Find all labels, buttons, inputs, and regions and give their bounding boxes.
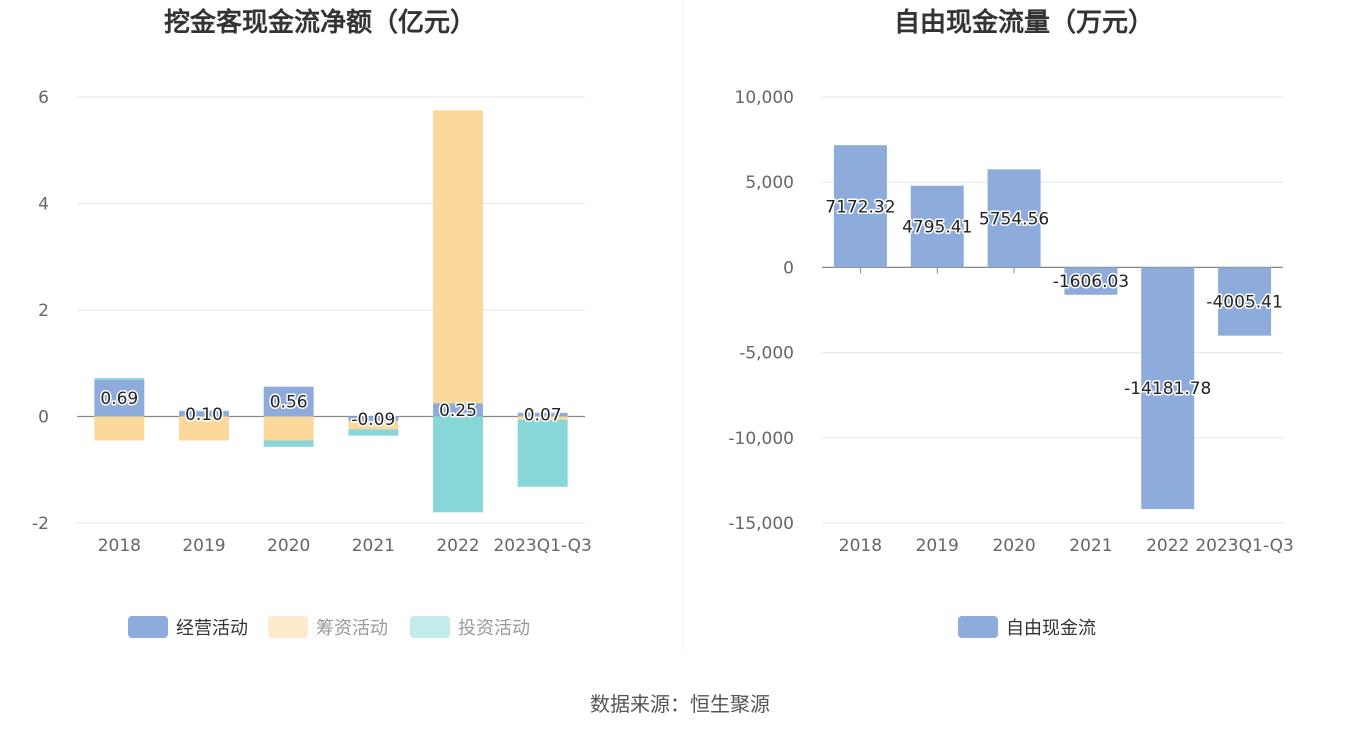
right-xtick-label: 2018 xyxy=(839,536,882,556)
left-legend-label: 筹资活动 xyxy=(316,618,388,639)
right-bar[interactable] xyxy=(910,185,964,268)
left-data-label: 0.10 xyxy=(185,405,223,425)
right-ytick-label: -10,000 xyxy=(728,429,794,449)
right-grid: -15,000 -10,000 -5,000 0 5,000 10,000 2018 2019… xyxy=(728,88,1293,556)
left-bars xyxy=(94,110,568,513)
left-data-label: -0.09 xyxy=(351,410,395,430)
left-legend-swatch xyxy=(128,616,168,638)
right-data-label: -4005.41 xyxy=(1206,293,1282,313)
left-data-label: 0.25 xyxy=(439,401,477,421)
left-ytick-label: 0 xyxy=(38,408,49,428)
left-bar[interactable] xyxy=(179,410,229,412)
left-data-label: 0.07 xyxy=(524,406,562,426)
right-xtick-label: 2021 xyxy=(1069,536,1112,556)
right-ytick-label: -15,000 xyxy=(728,514,794,534)
left-ytick-label: 6 xyxy=(38,88,49,108)
right-data-label: 5754.56 xyxy=(979,209,1049,229)
right-data-label: -1606.03 xyxy=(1053,272,1129,292)
right-ytick-label: -5,000 xyxy=(739,344,794,364)
left-bar[interactable] xyxy=(263,416,314,441)
left-bar[interactable] xyxy=(348,416,399,422)
right-legend-item[interactable]: 自由现金流 xyxy=(958,616,1096,639)
left-bar[interactable] xyxy=(433,416,483,513)
right-xtick-label: 2020 xyxy=(992,536,1035,556)
left-legend-swatch xyxy=(268,616,308,638)
left-bar[interactable] xyxy=(433,110,483,404)
data-source: 数据来源：恒生聚源 xyxy=(590,692,770,716)
left-ytick-label: 4 xyxy=(38,195,49,215)
left-legend-swatch xyxy=(410,616,450,638)
left-xtick-label: 2022 xyxy=(436,536,479,556)
left-bar[interactable] xyxy=(348,421,399,430)
right-bar[interactable] xyxy=(987,169,1041,268)
left-grid: -2 0 2 4 6 2018 2019 2020 2021 2022 2023Q1-Q3 xyxy=(32,88,592,556)
right-legend-swatch xyxy=(958,616,998,638)
right-data-label: -14181.78 xyxy=(1124,379,1211,399)
left-ytick-label: 2 xyxy=(38,301,49,321)
left-legend-label: 投资活动 xyxy=(458,618,530,639)
left-legend-item[interactable]: 投资活动 xyxy=(410,616,530,639)
left-bar[interactable] xyxy=(433,403,483,417)
left-ytick-label: -2 xyxy=(32,514,49,534)
right-legend[interactable]: 自由现金流 xyxy=(958,616,1096,639)
left-legend-label: 经营活动 xyxy=(176,618,248,639)
right-bars xyxy=(833,145,1272,510)
left-legend-item[interactable]: 经营活动 xyxy=(128,616,248,639)
right-chart-title: 自由现金流量（万元） xyxy=(894,7,1154,38)
left-chart-title: 挖金客现金流净额（亿元） xyxy=(164,7,476,38)
left-bar[interactable] xyxy=(263,386,314,417)
left-bar[interactable] xyxy=(94,378,145,380)
left-xtick-label: 2021 xyxy=(352,536,395,556)
left-bar[interactable] xyxy=(179,416,229,441)
left-bar[interactable] xyxy=(263,440,314,447)
free-cash-flow-panel: 自由现金流量（万元） -15,000 -10,000 -5,000 0 5,000 10,… xyxy=(728,7,1293,639)
right-xtick-label: 2019 xyxy=(916,536,959,556)
left-bar[interactable] xyxy=(517,412,568,417)
right-ytick-label: 5,000 xyxy=(745,173,794,193)
left-xtick-label: 2020 xyxy=(267,536,310,556)
left-bar[interactable] xyxy=(94,379,145,417)
left-bar[interactable] xyxy=(517,419,568,487)
left-bar[interactable] xyxy=(94,416,145,441)
right-ytick-label: 10,000 xyxy=(735,88,794,108)
right-bar[interactable] xyxy=(1218,267,1272,336)
left-xtick-label: 2019 xyxy=(182,536,225,556)
right-bar[interactable] xyxy=(1141,267,1195,510)
right-data-label: 7172.32 xyxy=(825,197,895,217)
net-cash-flow-panel: 挖金客现金流净额（亿元） -2 0 2 4 6 2018 2019 2020 2021 2022 2… xyxy=(32,7,592,639)
right-xtick-label: 2022 xyxy=(1146,536,1189,556)
right-bar[interactable] xyxy=(833,145,887,268)
left-xtick-label: 2018 xyxy=(98,536,141,556)
left-data-label: 0.56 xyxy=(270,393,308,413)
left-xtick-label: 2023Q1-Q3 xyxy=(493,536,591,556)
right-xtick-label: 2023Q1-Q3 xyxy=(1195,536,1293,556)
left-bar[interactable] xyxy=(348,429,399,436)
left-data-label: 0.69 xyxy=(100,389,138,409)
left-legend[interactable]: 经营活动 筹资活动 投资活动 xyxy=(128,616,530,639)
left-legend-item[interactable]: 筹资活动 xyxy=(268,616,388,639)
right-data-label: 4795.41 xyxy=(902,218,972,238)
left-bar[interactable] xyxy=(179,411,229,417)
right-bar[interactable] xyxy=(1064,267,1118,295)
right-bar-labels: 7172.32 4795.41 5754.56 -1606.03 -14181.78 -4… xyxy=(824,196,1285,401)
left-bar[interactable] xyxy=(517,416,568,420)
left-bar-labels: 0.69 0.10 0.56 -0.09 0.25 0.07 xyxy=(99,388,563,432)
right-legend-label: 自由现金流 xyxy=(1006,618,1096,639)
right-ytick-label: 0 xyxy=(783,258,794,278)
